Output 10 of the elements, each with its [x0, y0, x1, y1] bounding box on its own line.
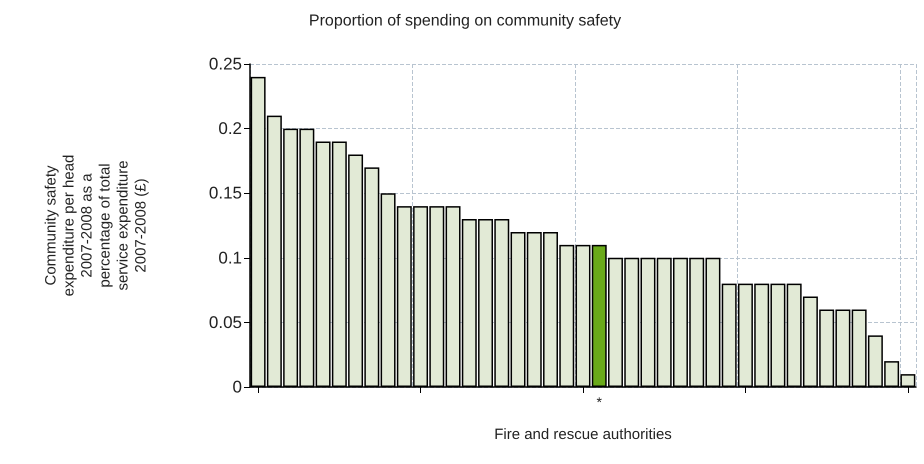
y-tick-label: 0.2	[218, 119, 242, 138]
y-tick-label: 0.05	[208, 312, 242, 332]
y-tick-label: 0.25	[208, 54, 242, 74]
y-tick-label: 0.1	[218, 248, 242, 268]
y-axis-title: Community safety expenditure per head 2007-2008 as a percentage of total service expenditure 2007-2008 (£)	[42, 154, 150, 296]
y-tick-label: 0	[232, 378, 242, 396]
x-axis-title: Fire and rescue authorities	[494, 426, 672, 443]
y-tick-label: 0.15	[208, 184, 242, 203]
chart-title: Proportion of spending on community safety	[308, 12, 622, 30]
x-tick-label: *	[596, 394, 603, 410]
